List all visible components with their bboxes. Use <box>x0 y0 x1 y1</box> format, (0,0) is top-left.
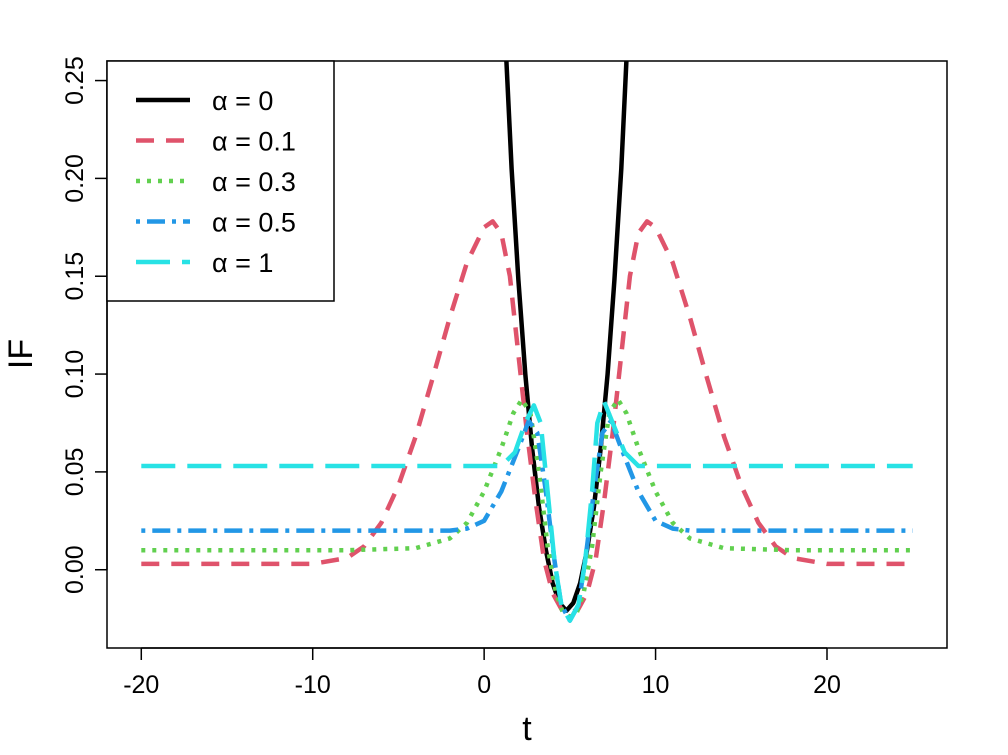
legend: α = 0 α = 0.1 α = 0.3 α = 0.5 α = 1 <box>106 60 335 302</box>
x-tick-label: -10 <box>295 671 331 699</box>
x-axis-title: t <box>522 710 532 748</box>
y-tick-label: 0.25 <box>61 56 89 105</box>
x-tick-label: -20 <box>123 671 159 699</box>
y-axis: 0.00 0.05 0.10 0.15 0.20 0.25 <box>61 56 108 594</box>
legend-label-2: α = 0.3 <box>212 167 296 197</box>
x-tick-label: 0 <box>477 671 491 699</box>
y-tick-label: 0.10 <box>61 350 89 399</box>
y-tick-label: 0.20 <box>61 154 89 203</box>
legend-items: α = 0 α = 0.1 α = 0.3 α = 0.5 α = 1 <box>136 86 296 278</box>
x-tick-label: 10 <box>642 671 670 699</box>
legend-label-4: α = 1 <box>212 248 273 278</box>
y-tick-label: 0.15 <box>61 252 89 301</box>
legend-label-3: α = 0.5 <box>212 208 296 238</box>
series-line-3 <box>141 418 913 623</box>
legend-label-1: α = 0.1 <box>212 127 296 157</box>
y-tick-label: 0.00 <box>61 545 89 594</box>
series-line-0 <box>504 61 629 614</box>
series-layer <box>141 61 913 623</box>
x-axis: -20 -10 0 10 20 <box>123 647 841 699</box>
legend-label-0: α = 0 <box>212 86 273 116</box>
x-tick-label: 20 <box>813 671 841 699</box>
series-line-4 <box>141 399 913 623</box>
y-tick-label: 0.05 <box>61 448 89 497</box>
y-axis-title: IF <box>2 339 40 369</box>
